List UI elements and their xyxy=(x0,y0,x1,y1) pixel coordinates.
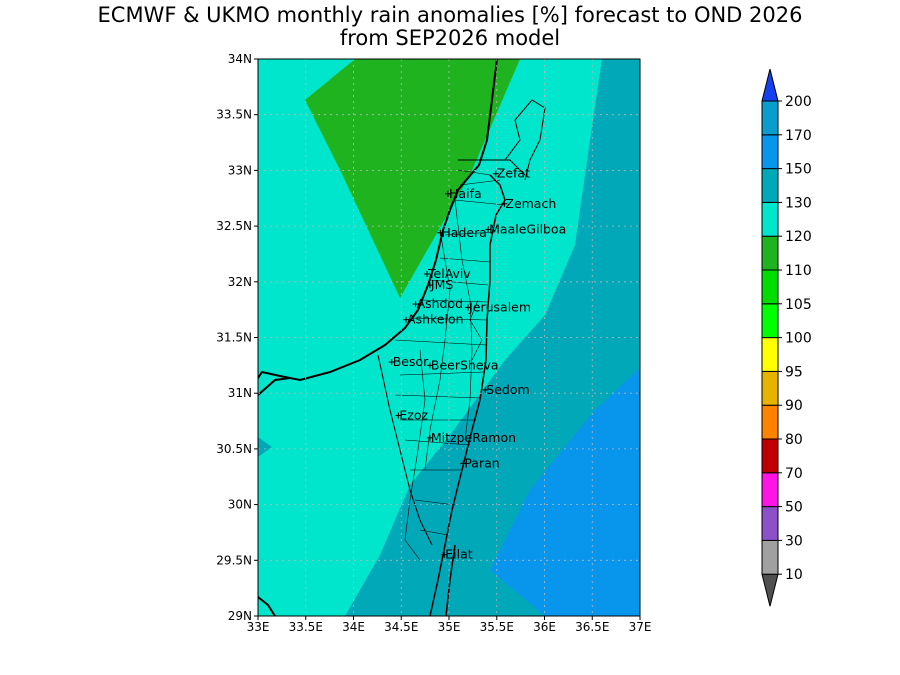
colorbar-high-end xyxy=(761,68,779,102)
city-labels: Zefat Haifa Zemach Hadera MaaleGilboa TelAviv… xyxy=(388,166,566,562)
city-label: Jerusalem xyxy=(468,299,531,314)
colorbar-segment xyxy=(761,134,779,170)
map-grid xyxy=(258,59,640,616)
colorbar-label: 95 xyxy=(785,364,803,380)
y-tick-label: 31N xyxy=(228,386,252,400)
colorbar-label: 130 xyxy=(785,195,812,211)
x-tick-label: 33.5E xyxy=(289,620,323,634)
y-tick-label: 34N xyxy=(228,52,252,66)
colorbar-label: 80 xyxy=(785,432,803,448)
colorbar-label: 30 xyxy=(785,533,803,549)
y-tick-label: 33.5N xyxy=(216,108,252,122)
field-130-150-west-edge xyxy=(258,437,272,457)
city-label: Eilat xyxy=(445,547,473,562)
city-eilat: Eilat xyxy=(441,547,473,562)
x-tick-label: 36E xyxy=(533,620,556,634)
city-label: Paran xyxy=(464,455,499,470)
colorbar-label: 90 xyxy=(785,398,803,414)
map-title-line1: ECMWF & UKMO monthly rain anomalies [%] … xyxy=(97,3,803,27)
y-tick-label: 29.5N xyxy=(216,553,252,567)
colorbar-segment xyxy=(761,370,779,406)
y-tick-label: 32.5N xyxy=(216,219,252,233)
city-label: Zefat xyxy=(497,166,530,181)
city-label: JMS xyxy=(430,277,453,292)
city-zemach: Zemach xyxy=(501,196,556,211)
city-haifa: Haifa xyxy=(445,186,482,201)
colorbar-segment xyxy=(761,472,779,508)
colorbar-label: 50 xyxy=(785,500,803,516)
colorbar-segment xyxy=(761,269,779,305)
colorbar-label: 200 xyxy=(785,94,812,110)
field-150-170 xyxy=(490,368,640,616)
city-sedom: Sedom xyxy=(482,382,530,397)
colorbar-label: 105 xyxy=(785,297,812,313)
city-label: TelAviv xyxy=(427,266,471,281)
colorbar-segment xyxy=(761,438,779,474)
city-maalegilboa: MaaleGilboa xyxy=(485,221,566,236)
city-label: Ashkelon xyxy=(407,312,464,327)
colorbar-segment xyxy=(761,303,779,339)
y-tick-label: 30.5N xyxy=(216,442,252,456)
colorbar-low-end xyxy=(761,573,779,607)
colorbar-label: 110 xyxy=(785,263,812,279)
x-tick-label: 34E xyxy=(342,620,365,634)
colorbar: 10 30 50 70 80 90 95 100 105 110 120 130 150 170 200 xyxy=(761,68,812,607)
y-tick-label: 30N xyxy=(228,498,252,512)
colorbar-segment xyxy=(761,201,779,237)
city-besor: Besor xyxy=(388,354,429,369)
city-label: Hadera xyxy=(441,225,486,240)
colorbar-segment xyxy=(761,100,779,136)
y-tick-label: 33N xyxy=(228,163,252,177)
x-axis-ticks: 33E 33.5E 34E 34.5E 35E 35.5E 36E 36.5E 37E xyxy=(247,616,652,634)
city-beersheva: BeerSheva xyxy=(426,357,499,372)
colorbar-label: 70 xyxy=(785,466,803,482)
city-label: MitzpeRamon xyxy=(431,430,516,445)
colorbar-segment xyxy=(761,168,779,203)
colorbar-segment xyxy=(761,506,779,541)
city-label: Zemach xyxy=(505,196,556,211)
colorbar-label: 150 xyxy=(785,162,812,178)
city-ashdod: Ashdod xyxy=(412,296,464,311)
y-tick-label: 29N xyxy=(228,609,252,623)
city-label: Sedom xyxy=(486,382,529,397)
x-tick-label: 37E xyxy=(629,620,652,634)
x-tick-label: 34.5E xyxy=(384,620,418,634)
district-lines xyxy=(394,169,506,561)
city-label: MaaleGilboa xyxy=(489,221,566,236)
y-axis-ticks: 29N 29.5N 30N 30.5N 31N 31.5N 32N 32.5N 33N 33.5N… xyxy=(216,52,258,623)
city-label: Besor xyxy=(393,354,429,369)
field-110-120 xyxy=(305,59,520,298)
colorbar-segment xyxy=(761,337,779,372)
city-jerusalem: Jerusalem xyxy=(465,299,531,314)
y-tick-label: 31.5N xyxy=(216,331,252,345)
city-hadera: Hadera xyxy=(437,225,487,240)
city-label: Ezoz xyxy=(399,407,428,422)
map-title-line2: from SEP2026 model xyxy=(339,26,561,50)
city-telaviv: TelAviv xyxy=(424,266,471,281)
city-ashkelon: Ashkelon xyxy=(403,312,464,327)
x-tick-label: 35.5E xyxy=(480,620,514,634)
city-label: Haifa xyxy=(449,186,482,201)
city-zefat: Zefat xyxy=(492,166,530,181)
colorbar-label: 120 xyxy=(785,229,812,245)
city-paran: Paran xyxy=(460,455,500,470)
colorbar-label: 170 xyxy=(785,128,812,144)
colorbar-segment xyxy=(761,404,779,440)
city-ezoz: Ezoz xyxy=(395,407,428,422)
colorbar-segment xyxy=(761,539,779,575)
colorbar-segment xyxy=(761,235,779,271)
city-label: Ashdod xyxy=(417,296,464,311)
city-label: BeerSheva xyxy=(431,357,499,372)
colorbar-label: 100 xyxy=(785,331,812,347)
y-tick-label: 32N xyxy=(228,275,252,289)
x-tick-label: 33E xyxy=(247,620,270,634)
x-tick-label: 36.5E xyxy=(575,620,609,634)
city-jms: JMS xyxy=(426,277,453,292)
city-mitzperamon: MitzpeRamon xyxy=(426,430,516,445)
x-tick-label: 35E xyxy=(438,620,461,634)
colorbar-label: 10 xyxy=(785,567,803,583)
